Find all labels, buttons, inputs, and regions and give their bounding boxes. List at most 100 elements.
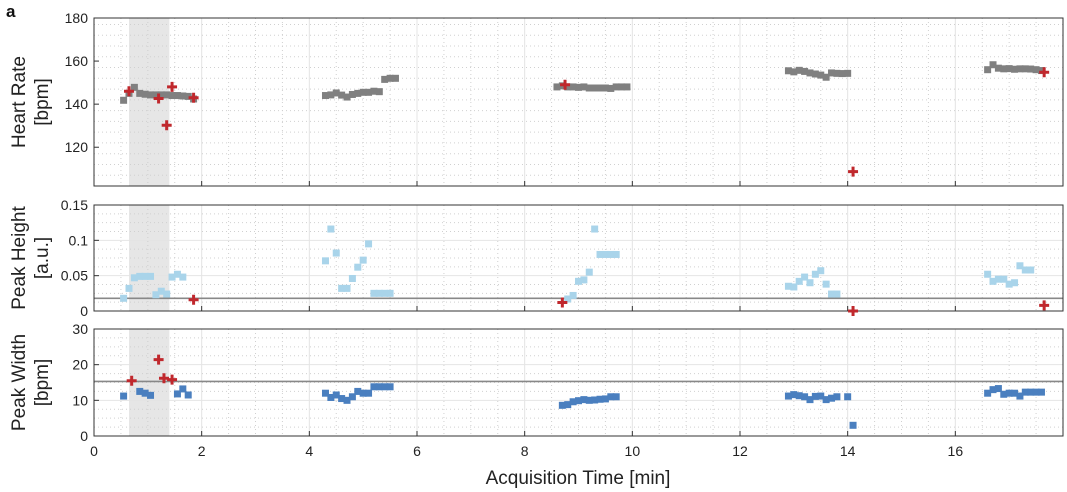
heart-rate-data-point <box>381 75 389 83</box>
peak-height-data-point <box>327 225 335 233</box>
heart-rate-axes-frame <box>93 17 1064 187</box>
peak-width-data-point <box>375 383 383 391</box>
peak-width-axes-frame <box>93 328 1064 437</box>
heart-rate-data-point <box>130 83 138 91</box>
heart-rate-data-point <box>1021 65 1029 73</box>
heart-rate-data-point <box>354 89 362 97</box>
peak-height-data-point <box>569 291 577 299</box>
peak-width-data-point <box>849 421 857 429</box>
peak-width-data-point <box>811 392 819 400</box>
peak-height-data-point <box>585 268 593 276</box>
peak-width-x-tick-label: 2 <box>198 443 206 459</box>
peak-width-data-point <box>784 392 792 400</box>
peak-height-data-point <box>152 291 160 299</box>
peak-width-data-point <box>790 391 798 399</box>
heart-rate-outlier-point <box>1039 67 1050 78</box>
heart-rate-data-point <box>1037 67 1045 75</box>
peak-width-data-point <box>591 396 599 404</box>
heart-rate-outlier-point <box>123 86 134 97</box>
peak-height-data-point <box>375 289 383 297</box>
peak-width-x-tick-label: 14 <box>840 443 856 459</box>
peak-height-data-point <box>580 276 588 284</box>
peak-width-x-tick-label: 8 <box>521 443 529 459</box>
heart-rate-data-point <box>591 84 599 92</box>
peak-width-data-point <box>179 385 187 393</box>
peak-width-data-point <box>370 383 378 391</box>
peak-width-data-point <box>575 397 582 405</box>
peak-width-data-point <box>147 391 155 399</box>
heart-rate-data-point <box>321 92 329 100</box>
heart-rate-data-point <box>163 91 171 99</box>
peak-width-data-point <box>1027 388 1035 396</box>
peak-height-data-point <box>1011 279 1019 287</box>
peak-width-data-point <box>381 383 389 391</box>
heart-rate-data-point <box>844 69 852 77</box>
peak-width-data-point <box>801 393 809 401</box>
heart-rate-data-point <box>386 74 394 82</box>
peak-height-y-tick-label: 0.1 <box>69 232 89 248</box>
peak-width-data-point <box>844 393 852 401</box>
peak-height-data-point <box>811 270 819 278</box>
peak-height-data-point <box>163 290 171 298</box>
heart-rate-data-point <box>580 83 588 91</box>
heart-rate-data-point <box>173 92 181 100</box>
peak-height-data-point <box>343 284 351 292</box>
peak-height-data-point <box>1005 280 1013 288</box>
peak-height-data-point <box>168 273 176 281</box>
peak-height-data-point <box>994 275 1002 283</box>
peak-width-data-point <box>354 387 362 395</box>
peak-height-data-point <box>130 274 138 282</box>
peak-height-data-point <box>801 273 809 281</box>
peak-height-data-point <box>1027 266 1035 274</box>
peak-width-y-axis-title-line: Peak Width <box>9 334 30 431</box>
peak-width-data-point <box>365 389 373 397</box>
heart-rate-data-point <box>1011 65 1019 73</box>
peak-height-data-point <box>564 295 572 303</box>
peak-width-outlier-point <box>153 354 164 365</box>
peak-width-data-point <box>136 387 144 395</box>
heart-rate-data-point <box>157 91 165 99</box>
heart-rate-y-tick-label: 160 <box>65 53 89 69</box>
heart-rate-outlier-point <box>153 93 164 104</box>
peak-height-panel: 0 0.05 0.1 0.15 Peak Height [a.u.] <box>9 197 1064 319</box>
heart-rate-data-point <box>838 70 846 78</box>
heart-rate-data-point <box>585 84 593 92</box>
peak-width-data-point <box>569 398 577 406</box>
peak-height-axes-frame <box>93 204 1064 312</box>
peak-width-y-axis-title-line: [bpm] <box>32 359 53 407</box>
heart-rate-data-point <box>141 90 149 98</box>
peak-height-data-point <box>354 263 362 271</box>
peak-width-x-tick-label: 0 <box>90 443 98 459</box>
peak-height-data-point <box>141 272 149 280</box>
heart-rate-data-point <box>1000 65 1008 73</box>
peak-width-x-tick-label: 6 <box>413 443 421 459</box>
peak-height-data-point <box>125 284 133 292</box>
peak-height-data-point <box>157 287 165 295</box>
peak-height-data-point <box>984 270 992 278</box>
peak-width-data-point <box>806 396 814 404</box>
peak-width-data-point <box>343 396 351 404</box>
heart-rate-data-point <box>332 89 340 97</box>
heart-rate-data-point <box>168 92 176 100</box>
peak-height-data-point <box>381 289 389 297</box>
heart-rate-data-point <box>179 92 187 100</box>
heart-rate-data-point <box>1005 65 1013 73</box>
peak-height-y-axis-title-line: Peak Height <box>9 206 30 310</box>
peak-width-data-point <box>828 394 836 402</box>
peak-width-panel: 0 10 20 30 0 2 4 6 8 10 12 14 16 Peak Width [bpm] <box>9 321 1064 459</box>
heart-rate-data-point <box>391 74 399 82</box>
heart-rate-data-point <box>811 70 819 78</box>
heart-rate-data-point <box>359 88 367 96</box>
peak-height-data-point <box>136 272 144 280</box>
peak-height-y-axis-title: Peak Height [a.u.] <box>9 206 53 310</box>
peak-height-data-point <box>179 273 187 281</box>
peak-height-data-point <box>833 290 841 298</box>
peak-width-data-point <box>989 386 997 394</box>
peak-height-data-point <box>348 274 356 282</box>
heart-rate-data-point <box>601 84 609 92</box>
peak-width-data-point <box>332 391 340 399</box>
heart-rate-y-tick-label: 120 <box>65 139 89 155</box>
peak-width-y-tick-label: 10 <box>72 392 88 408</box>
heart-rate-data-point <box>327 91 335 99</box>
heart-rate-data-point <box>833 69 841 77</box>
